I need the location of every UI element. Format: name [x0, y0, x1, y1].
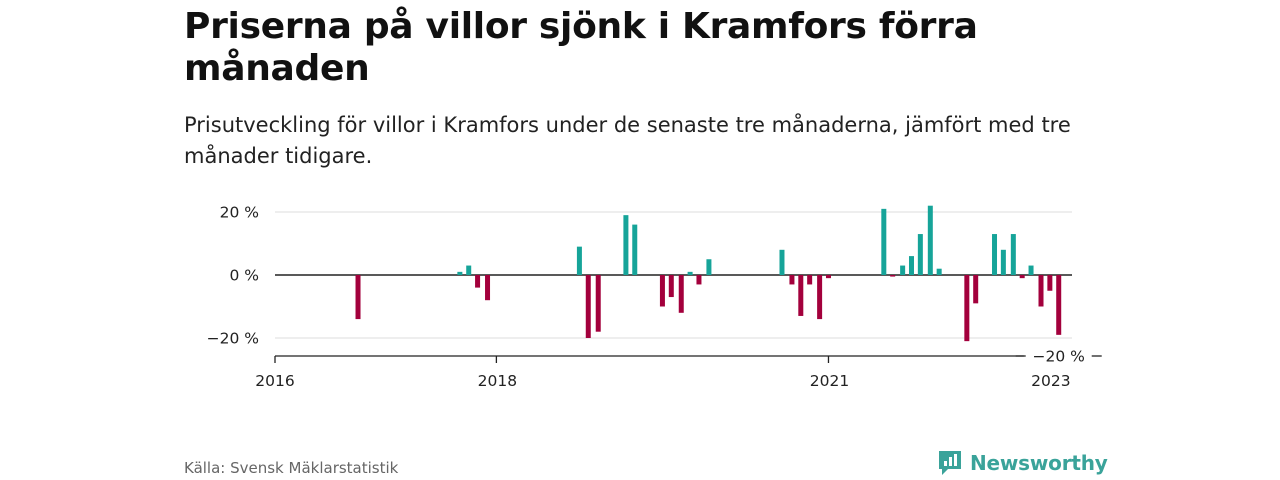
bar-positive [1010, 234, 1016, 275]
chart-subtitle: Prisutveckling för villor i Kramfors und… [184, 113, 1071, 168]
bar-positive [623, 215, 629, 275]
source-note: Källa: Svensk Mäklarstatistik [184, 459, 399, 477]
bar-positive [908, 256, 914, 275]
brand-name: Newsworthy [970, 451, 1108, 475]
bar-negative [485, 275, 491, 301]
x-tick-label: 2023 [1031, 372, 1070, 390]
bar-negative [964, 275, 970, 342]
bar-chart: 20 % 0 % −20 % 2016 2018 2021 2023 −20 % [207, 204, 1102, 390]
last-value-label-bg [1023, 345, 1090, 363]
x-tick-label: 2021 [810, 372, 849, 390]
bar-negative [1038, 275, 1044, 307]
y-tick-label: 0 % [229, 267, 259, 285]
bar-positive [900, 265, 906, 275]
bar-negative [1056, 275, 1062, 335]
x-tick-label: 2016 [255, 372, 294, 390]
bar-positive [632, 224, 638, 275]
bar-negative [807, 275, 813, 285]
bar-positive [1000, 249, 1006, 275]
x-tick-label: 2018 [478, 372, 517, 390]
bar-negative [817, 275, 823, 320]
bar-positive [992, 234, 998, 275]
bar-negative [789, 275, 795, 285]
bar-positive [687, 271, 693, 275]
bar-negative [1019, 275, 1025, 279]
newsworthy-logo-icon [939, 451, 961, 475]
bar-negative [585, 275, 591, 338]
y-tick-label: 20 % [220, 204, 259, 222]
bar-negative [668, 275, 674, 298]
chart-title: Priserna på villor sjönk i Kramfors förr… [184, 6, 978, 89]
bar-positive [917, 234, 923, 275]
bar-positive [881, 208, 887, 275]
bar-negative [1047, 275, 1053, 291]
bar-positive [706, 259, 712, 275]
bar-negative [696, 275, 702, 285]
last-value-label: −20 % [1033, 348, 1085, 366]
bar-negative [659, 275, 665, 307]
bar-positive [779, 249, 785, 275]
bar-positive [466, 265, 472, 275]
bar-positive [576, 246, 582, 275]
bar-positive [457, 271, 463, 275]
bar-negative [825, 275, 831, 279]
y-tick-label: −20 % [207, 330, 259, 348]
bar-positive [936, 268, 942, 275]
bar-negative [973, 275, 979, 304]
newsworthy-logo: Newsworthy [937, 449, 1108, 477]
bar-negative [678, 275, 684, 313]
bar-negative [475, 275, 481, 288]
bar-negative [355, 275, 361, 320]
bar-negative [595, 275, 601, 332]
bar-positive [1028, 265, 1034, 275]
bar-negative [890, 275, 896, 277]
bar-negative [798, 275, 804, 316]
bar-positive [927, 205, 933, 275]
